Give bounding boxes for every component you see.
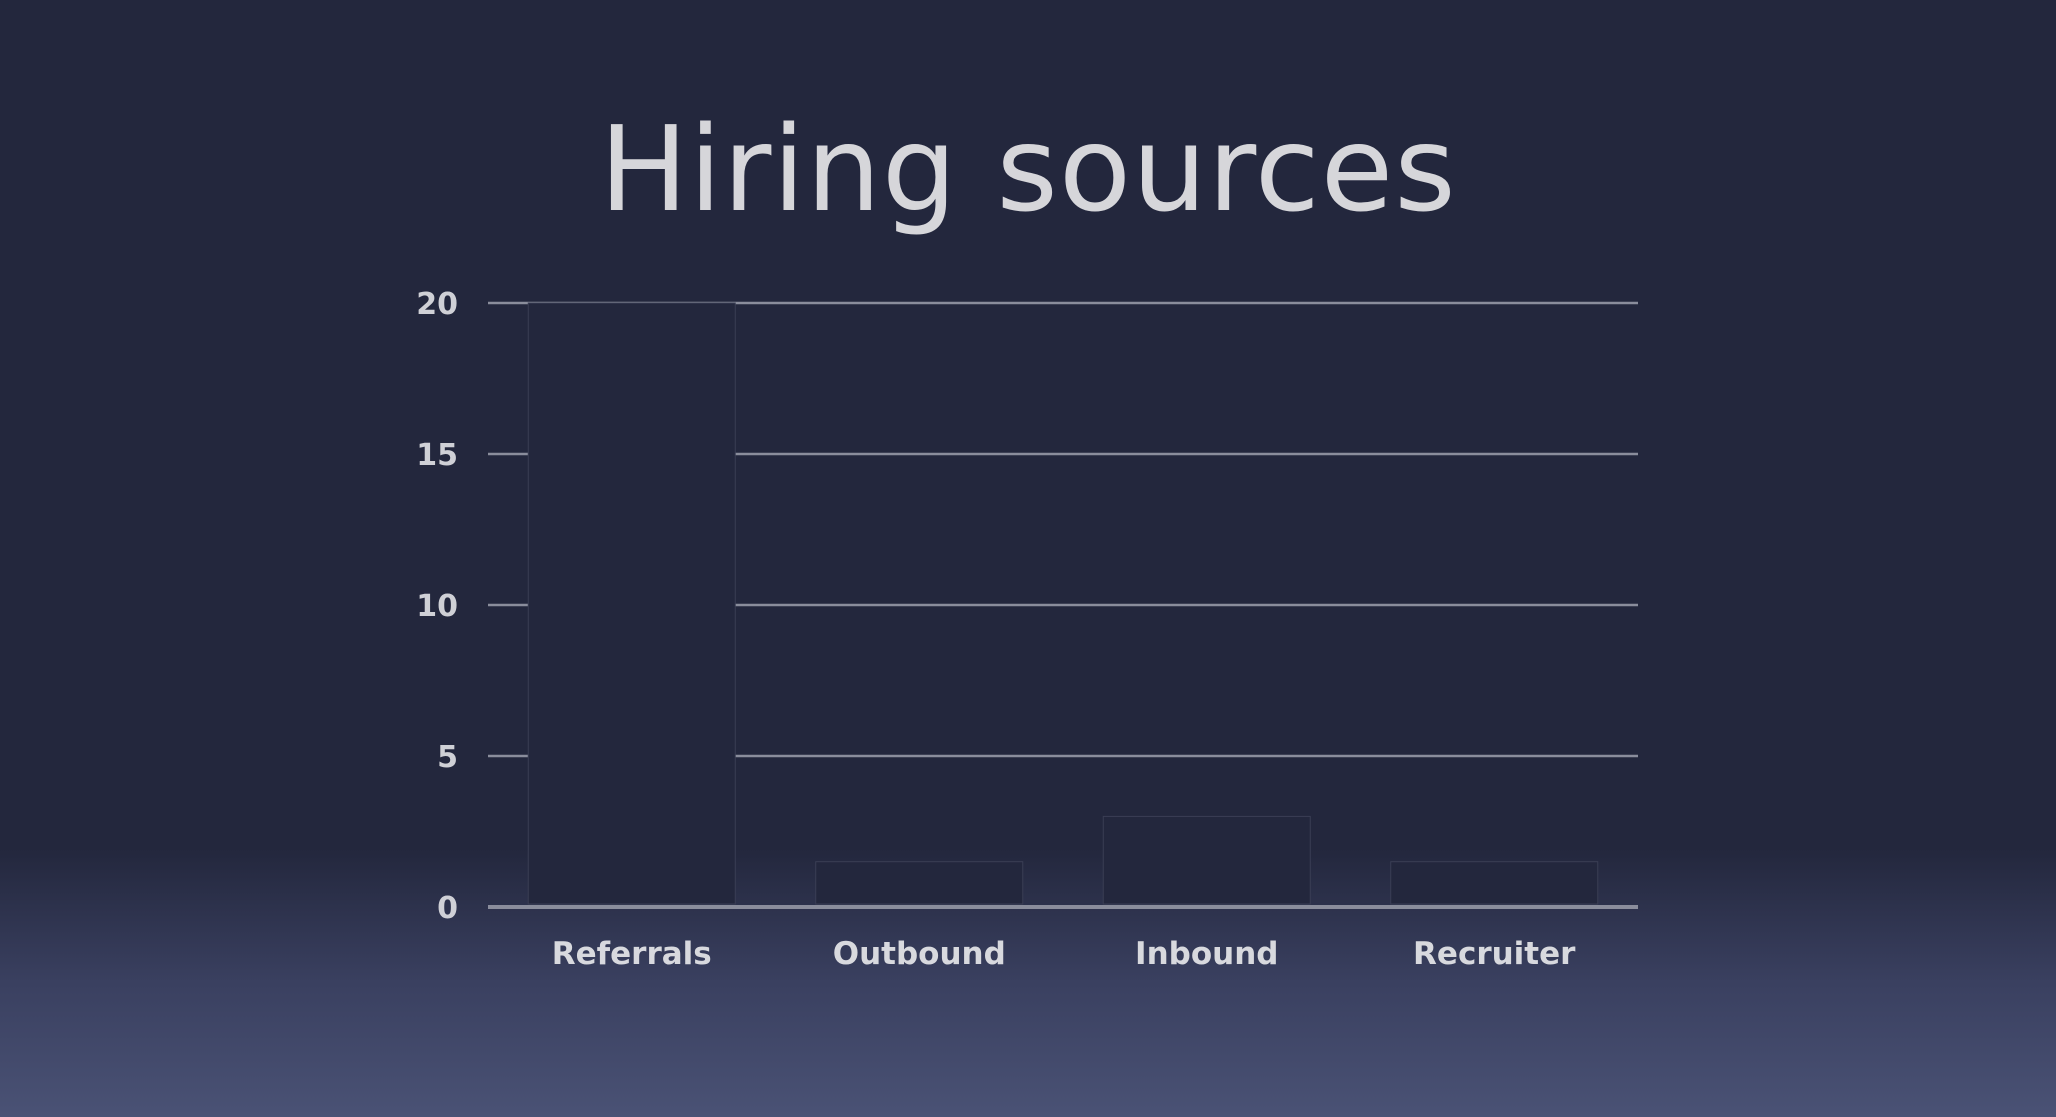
- bar-recruiter: [1390, 861, 1599, 905]
- chart-title: Hiring sources: [599, 100, 1457, 238]
- bars: [527, 302, 1599, 905]
- bar-referrals: [527, 302, 736, 905]
- y-tick-label: 0: [437, 891, 458, 926]
- x-category-label: Recruiter: [1413, 936, 1576, 972]
- x-category-label: Outbound: [833, 936, 1006, 972]
- bar-outbound: [815, 861, 1024, 905]
- y-tick-label: 15: [416, 438, 458, 473]
- y-axis-ticks: 0 5 10 15 20: [416, 287, 458, 926]
- bar-inbound: [1102, 815, 1311, 905]
- y-tick-label: 20: [416, 287, 458, 322]
- y-tick-label: 5: [437, 740, 458, 775]
- x-category-label: Referrals: [552, 936, 712, 972]
- x-category-label: Inbound: [1135, 936, 1278, 972]
- y-tick-label: 10: [416, 589, 458, 624]
- x-axis-categories: Referrals Outbound Inbound Recruiter: [552, 936, 1576, 972]
